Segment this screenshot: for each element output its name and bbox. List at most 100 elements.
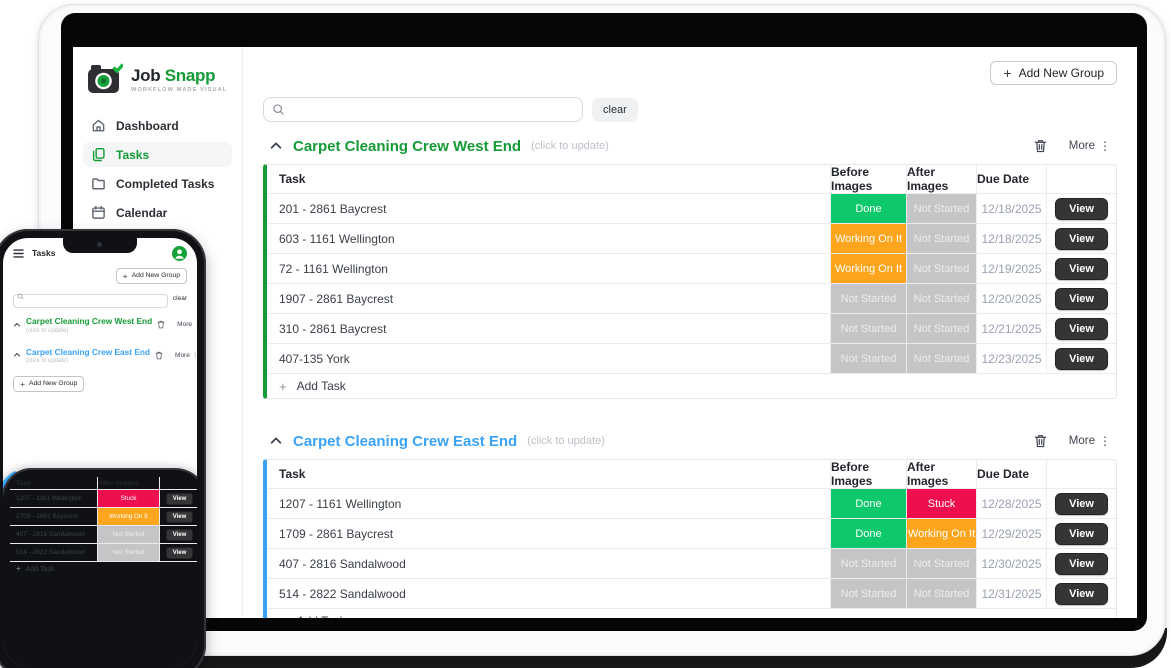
more-menu-button[interactable]: More ⋮ bbox=[177, 321, 197, 329]
due-date-cell[interactable]: 12/18/2025 bbox=[976, 194, 1046, 223]
view-button[interactable]: View bbox=[165, 546, 194, 559]
view-button[interactable]: View bbox=[1055, 227, 1108, 250]
status-badge[interactable]: Not Started bbox=[830, 314, 906, 343]
trash-icon[interactable] bbox=[157, 320, 165, 329]
status-badge[interactable]: Not Started bbox=[906, 254, 976, 283]
due-date-cell[interactable]: 12/30/2025 bbox=[976, 549, 1046, 578]
more-menu-button[interactable]: More ⋮ bbox=[175, 351, 197, 360]
add-task-row[interactable]: + Add Task bbox=[10, 561, 197, 576]
collapse-chevron-icon[interactable] bbox=[269, 434, 283, 448]
due-date-cell[interactable]: 12/20/2025 bbox=[976, 284, 1046, 313]
due-date-cell[interactable]: 12/23/2025 bbox=[976, 344, 1046, 373]
status-badge[interactable]: Not Started bbox=[906, 224, 976, 253]
sidebar-item-tasks[interactable]: Tasks bbox=[83, 142, 232, 167]
task-cell[interactable]: 603 - 1161 Wellington bbox=[279, 231, 395, 246]
search-input[interactable] bbox=[13, 294, 168, 308]
status-badge[interactable]: Working On It bbox=[97, 508, 159, 525]
status-badge[interactable]: Stuck bbox=[97, 490, 159, 507]
status-badge[interactable]: Not Started bbox=[97, 544, 159, 561]
trash-icon[interactable] bbox=[1034, 139, 1047, 153]
status-badge[interactable]: Done bbox=[830, 489, 906, 518]
status-badge[interactable]: Not Started bbox=[906, 194, 976, 223]
add-task-row[interactable]: + Add Task bbox=[267, 373, 1116, 398]
task-group-east-end: Carpet Cleaning Crew East End (click to … bbox=[263, 430, 1117, 618]
group-title[interactable]: Carpet Cleaning Crew West End bbox=[26, 316, 153, 326]
sidebar-item-calendar[interactable]: Calendar bbox=[83, 200, 232, 225]
task-cell[interactable]: 1709 - 2861 Baycrest bbox=[16, 513, 78, 520]
add-new-group-button[interactable]: + Add New Group bbox=[115, 268, 187, 284]
status-badge[interactable]: Not Started bbox=[830, 549, 906, 578]
status-badge[interactable]: Not Started bbox=[906, 579, 976, 608]
sidebar-item-dashboard[interactable]: Dashboard bbox=[83, 113, 232, 138]
due-date-cell[interactable]: 12/21/2025 bbox=[976, 314, 1046, 343]
collapse-chevron-icon[interactable] bbox=[13, 321, 21, 329]
group-title[interactable]: Carpet Cleaning Crew West End bbox=[293, 137, 522, 155]
task-cell[interactable]: 407 - 2816 Sandalwood bbox=[16, 531, 85, 538]
view-button[interactable]: View bbox=[1055, 582, 1108, 605]
view-button[interactable]: View bbox=[1055, 347, 1108, 370]
collapse-chevron-icon[interactable] bbox=[13, 351, 21, 359]
status-badge[interactable]: Not Started bbox=[906, 549, 976, 578]
column-header-actions bbox=[1046, 165, 1116, 193]
task-cell[interactable]: 407-135 York bbox=[279, 351, 350, 366]
task-cell[interactable]: 1907 - 2861 Baycrest bbox=[279, 291, 394, 306]
task-cell[interactable]: 201 - 2861 Baycrest bbox=[279, 201, 387, 216]
task-cell[interactable]: 514 - 2822 Sandalwood bbox=[279, 586, 406, 601]
due-date-cell[interactable]: 12/31/2025 bbox=[976, 579, 1046, 608]
clear-search-button[interactable]: clear bbox=[592, 97, 638, 122]
add-new-group-button-bottom[interactable]: + Add New Group bbox=[13, 376, 85, 392]
view-button[interactable]: View bbox=[1055, 317, 1108, 340]
trash-icon[interactable] bbox=[155, 351, 163, 360]
add-task-row[interactable]: + Add Task bbox=[267, 608, 1116, 618]
search-input[interactable] bbox=[263, 97, 583, 122]
status-badge[interactable]: Not Started bbox=[830, 284, 906, 313]
status-badge[interactable]: Not Started bbox=[830, 579, 906, 608]
status-badge[interactable]: Not Started bbox=[906, 344, 976, 373]
status-badge[interactable]: Not Started bbox=[830, 344, 906, 373]
status-badge[interactable]: Working On It bbox=[830, 224, 906, 253]
phone-page-title: Tasks bbox=[32, 248, 56, 258]
view-button[interactable]: View bbox=[1055, 522, 1108, 545]
task-cell[interactable]: 72 - 1161 Wellington bbox=[279, 261, 388, 276]
task-cell[interactable]: 1207 - 1161 Wellington bbox=[279, 496, 402, 511]
hamburger-menu-icon[interactable] bbox=[13, 248, 24, 258]
status-badge[interactable]: Stuck bbox=[906, 489, 976, 518]
sidebar-item-completed-tasks[interactable]: Completed Tasks bbox=[83, 171, 232, 196]
group-subtitle: (click to update) bbox=[26, 327, 69, 334]
view-button[interactable]: View bbox=[1055, 552, 1108, 575]
view-button[interactable]: View bbox=[1055, 257, 1108, 280]
group-title[interactable]: Carpet Cleaning Crew East End bbox=[26, 346, 151, 357]
due-date-cell[interactable]: 12/29/2025 bbox=[976, 519, 1046, 548]
view-button[interactable]: View bbox=[1055, 197, 1108, 220]
task-cell[interactable]: 310 - 2861 Baycrest bbox=[279, 321, 387, 336]
status-badge[interactable]: Not Started bbox=[97, 526, 159, 543]
task-cell[interactable]: 407 - 2816 Sandalwood bbox=[279, 556, 406, 571]
status-badge[interactable]: Done bbox=[830, 194, 906, 223]
more-menu-button[interactable]: More ⋮ bbox=[1068, 139, 1111, 153]
due-date-cell[interactable]: 12/19/2025 bbox=[976, 254, 1046, 283]
clear-search-button[interactable]: clear bbox=[172, 295, 187, 303]
view-button[interactable]: View bbox=[165, 528, 194, 541]
view-button[interactable]: View bbox=[165, 492, 194, 505]
status-badge[interactable]: Not Started bbox=[906, 314, 976, 343]
view-button[interactable]: View bbox=[165, 510, 194, 523]
more-menu-button[interactable]: More ⋮ bbox=[1068, 434, 1111, 448]
due-date-cell[interactable]: 12/18/2025 bbox=[976, 224, 1046, 253]
status-badge[interactable]: Working On It bbox=[906, 519, 976, 548]
status-badge[interactable]: Working On It bbox=[830, 254, 906, 283]
add-new-group-button[interactable]: + Add New Group bbox=[990, 61, 1117, 85]
view-button[interactable]: View bbox=[1055, 287, 1108, 310]
plus-icon: + bbox=[279, 615, 287, 619]
view-button[interactable]: View bbox=[1055, 492, 1108, 515]
task-cell[interactable]: 514 - 2822 Sandalwood bbox=[16, 549, 85, 556]
status-badge[interactable]: Done bbox=[830, 519, 906, 548]
collapse-chevron-icon[interactable] bbox=[269, 139, 283, 153]
trash-icon[interactable] bbox=[1034, 434, 1047, 448]
status-badge[interactable]: Not Started bbox=[906, 284, 976, 313]
task-cell[interactable]: 1207 - 1161 Wellington bbox=[16, 495, 83, 502]
group-title[interactable]: Carpet Cleaning Crew East End bbox=[293, 432, 518, 450]
task-cell[interactable]: 1709 - 2861 Baycrest bbox=[279, 526, 394, 541]
user-avatar[interactable] bbox=[172, 245, 187, 261]
sidebar-item-label: Tasks bbox=[116, 147, 150, 162]
due-date-cell[interactable]: 12/28/2025 bbox=[976, 489, 1046, 518]
